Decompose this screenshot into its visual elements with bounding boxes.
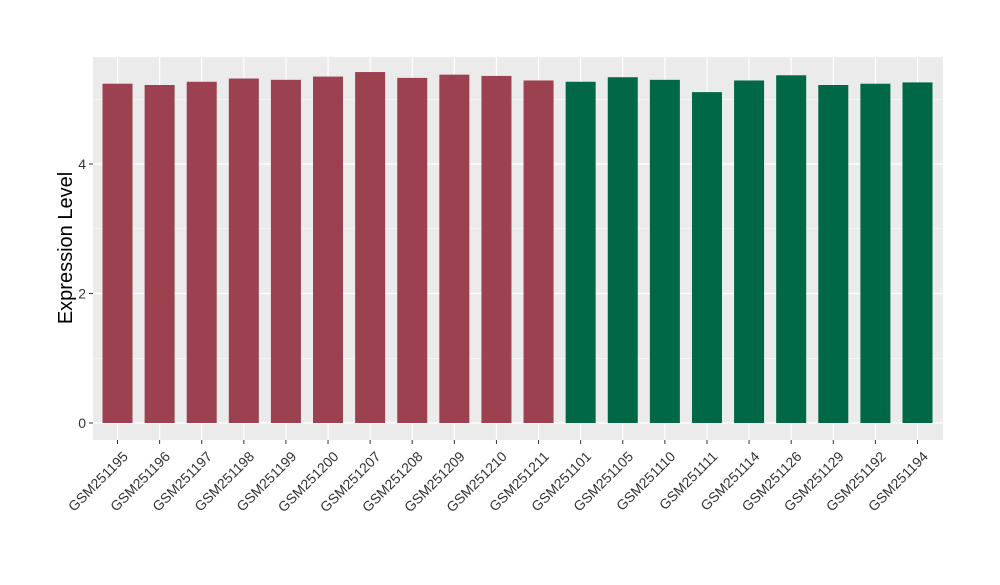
y-tick-label: 0 — [78, 415, 86, 431]
bar-GSM251197 — [186, 81, 217, 423]
y-tick-label: 2 — [78, 286, 86, 302]
bar-GSM251101 — [565, 81, 596, 423]
x-axis: GSM251195GSM251196GSM251197GSM251198GSM2… — [65, 440, 931, 515]
bar-GSM251129 — [818, 85, 849, 423]
bar-GSM251195 — [102, 83, 133, 424]
y-tick-label: 4 — [78, 156, 86, 172]
bar-GSM251200 — [313, 76, 344, 424]
bar-GSM251196 — [144, 85, 175, 423]
bar-GSM251198 — [228, 78, 259, 423]
bar-GSM251105 — [607, 77, 638, 424]
bar-GSM251209 — [439, 74, 470, 424]
y-axis: 0 2 4 — [78, 156, 93, 431]
bar-GSM251199 — [270, 79, 301, 423]
bars — [102, 72, 933, 424]
bar-GSM251208 — [397, 77, 428, 423]
bar-GSM251110 — [649, 79, 680, 423]
bar-GSM251192 — [860, 83, 891, 424]
plot-panel — [93, 57, 943, 440]
bar-GSM251210 — [481, 75, 512, 423]
bar-GSM251126 — [776, 75, 807, 423]
y-axis-label: Expression Level — [55, 172, 77, 324]
bar-GSM251114 — [734, 80, 765, 423]
bar-GSM251211 — [523, 80, 554, 423]
bar-GSM251194 — [902, 82, 933, 423]
bar-GSM251111 — [691, 92, 722, 423]
bar-GSM251207 — [355, 72, 386, 424]
